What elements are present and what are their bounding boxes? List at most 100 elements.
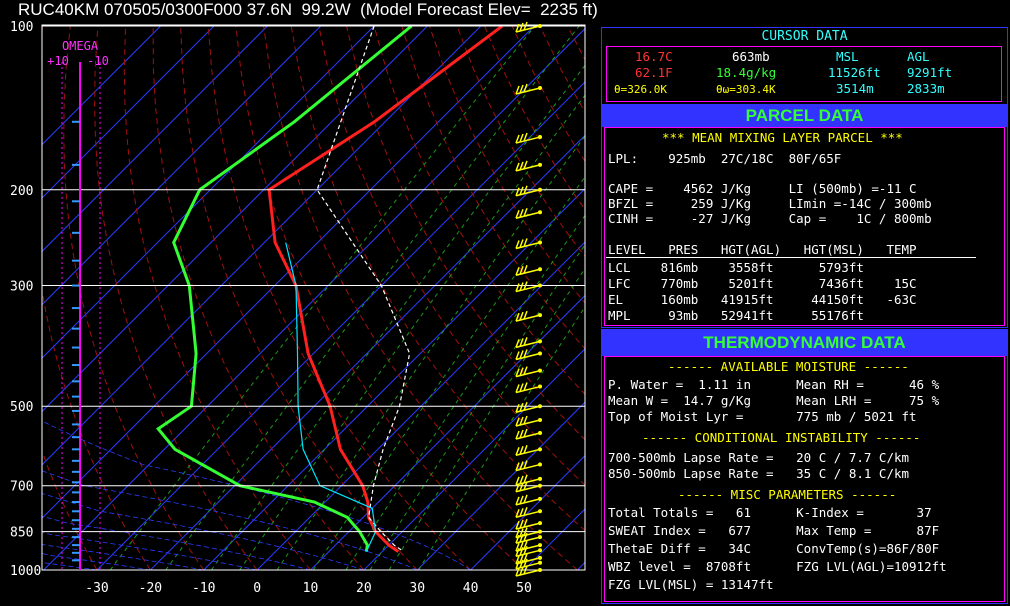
parcel-row-el: EL 160mb 41915ft 44150ft -63C xyxy=(608,292,917,307)
wind-barb-flag xyxy=(523,349,528,358)
temp-tick-label: 10 xyxy=(303,581,319,596)
wind-barb-dot xyxy=(538,267,542,272)
mixing-ratio-line xyxy=(165,25,580,570)
wind-barb-dot xyxy=(538,509,542,514)
wind-barb-flag xyxy=(523,540,528,550)
wind-barb-flag xyxy=(519,461,524,470)
isotherm xyxy=(310,294,585,570)
skew-t-diagram[interactable]: 100 200 300 500 700 850 1000 -30 -20 -10 0 10 20 30 40… xyxy=(0,0,600,606)
dry-adiabat xyxy=(401,25,585,350)
plot-border xyxy=(41,24,586,571)
thermo-lapse-700-500: 700-500mb Lapse Rate = 20 C / 7.7 C/km xyxy=(608,450,910,465)
dry-adiabat xyxy=(567,25,585,61)
temp-tick-label: 50 xyxy=(516,581,532,596)
isotherm xyxy=(203,188,585,570)
wind-barb-flag xyxy=(515,430,520,440)
wind-barb-dot xyxy=(538,240,542,245)
wind-barb-staff xyxy=(515,189,541,197)
wind-barb-flag xyxy=(519,446,524,455)
isotherm xyxy=(42,25,268,253)
wind-barb-flag xyxy=(523,21,528,31)
wind-barb-flag xyxy=(523,337,528,346)
parcel-data-box xyxy=(604,127,1005,326)
wind-barb-flag xyxy=(519,533,524,543)
wind-barb-dot xyxy=(538,283,542,288)
omega-label: OMEGA xyxy=(62,39,99,53)
thermo-sec-misc: ------ MISC PARAMETERS ------ xyxy=(678,487,897,502)
wind-barb-flag xyxy=(519,186,524,196)
omega-minus-label: -10 xyxy=(87,54,109,68)
wind-barb-flag xyxy=(519,338,524,347)
wind-barb-flag xyxy=(515,567,520,577)
mixing-ratio-line xyxy=(369,243,585,570)
wind-barb-staff xyxy=(515,25,541,33)
mixing-ratio-line xyxy=(276,135,585,570)
wind-barb-staff xyxy=(515,485,541,493)
wind-barb-dot xyxy=(538,431,542,436)
wind-barb-flag xyxy=(523,546,528,555)
cursor-data-box xyxy=(606,46,1002,102)
wind-barb-flag xyxy=(515,548,520,557)
wind-barb-flag xyxy=(515,529,520,538)
wind-barb-flag xyxy=(515,85,520,95)
wind-barb-flag xyxy=(515,283,520,292)
temp-tick-label: 30 xyxy=(409,581,425,596)
wind-barb-flag xyxy=(523,507,528,516)
dry-adiabat xyxy=(63,25,205,570)
isobar-label-850: 850 xyxy=(10,526,33,541)
wind-barb-flag xyxy=(519,402,524,412)
temp-tick-label: 20 xyxy=(356,581,372,596)
wind-barb-flag xyxy=(515,339,520,348)
thermo-misc-5: FZG LVL(MSL) = 13147ft xyxy=(608,577,774,592)
wind-barb-flag xyxy=(519,133,524,143)
dry-adiabat xyxy=(539,25,585,113)
dry-adiabat xyxy=(235,25,525,570)
wind-barb-flag xyxy=(515,509,520,518)
parcel-data-panel: PARCEL DATA *** MEAN MIXING LAYER PARCEL… xyxy=(601,104,1008,328)
cursor-theta: θ=326.0K xyxy=(614,83,667,96)
wind-barb-dot xyxy=(538,404,542,409)
dry-adiabat xyxy=(94,25,258,570)
temp-tick-label: -10 xyxy=(192,581,215,596)
wind-barb-flag xyxy=(523,264,528,274)
wind-barb-flag xyxy=(515,266,520,276)
thermo-moist-layer: Top of Moist Lyr = 775 mb / 5021 ft xyxy=(608,409,917,424)
isotherm xyxy=(42,25,161,146)
wind-barb-flag xyxy=(515,534,520,544)
wind-barb-flag xyxy=(523,445,528,454)
cursor-msl-m: 3514m xyxy=(836,81,874,96)
wind-barb-dot xyxy=(538,384,542,389)
isobar-label-500: 500 xyxy=(10,400,33,415)
parcel-lpl: LPL: 925mb 27C/18C 80F/65F xyxy=(608,151,842,166)
parcel-cape: CAPE = 4562 J/Kg LI (500mb) =-11 C xyxy=(608,181,917,196)
thermo-misc-1: Total Totals = 61 K-Index = 37 xyxy=(608,505,932,520)
wind-barb-flag xyxy=(519,161,524,171)
wind-barb-flag xyxy=(515,560,520,570)
dry-adiabat xyxy=(595,26,600,570)
thermo-data-header: THERMODYNAMIC DATA xyxy=(602,330,1007,356)
omega-plus-label: +10 xyxy=(47,54,69,68)
wind-barb-flag xyxy=(519,265,524,275)
wind-barb-flag xyxy=(519,84,524,94)
wind-barb-staff xyxy=(515,536,541,544)
wind-barb-flag xyxy=(519,282,524,291)
wind-barb-flag xyxy=(515,496,520,506)
mixing-ratio-line xyxy=(312,176,585,570)
wind-barb-flag xyxy=(515,368,520,377)
cursor-data-panel: CURSOR DATA 16.7C 663mb MSL AGL 62.1F 18… xyxy=(601,27,1008,106)
wind-barb-staff xyxy=(515,530,541,539)
isobar-label-700: 700 xyxy=(10,480,33,495)
profile-line-2 xyxy=(316,25,411,553)
wind-barb-flag xyxy=(523,401,528,411)
cursor-agl-ft: 9291ft xyxy=(907,65,953,80)
wind-barb-dot xyxy=(538,555,542,560)
wind-barb-flag xyxy=(523,83,528,93)
wind-barb-flag xyxy=(523,428,528,438)
isotherm xyxy=(470,454,585,570)
wind-barb-flag xyxy=(519,541,524,551)
wind-barb-dot xyxy=(538,339,542,344)
wind-barb-flag xyxy=(515,447,520,456)
wind-barb-staff xyxy=(515,419,541,427)
isotherm xyxy=(43,27,585,570)
wind-barb-flag xyxy=(523,558,528,568)
